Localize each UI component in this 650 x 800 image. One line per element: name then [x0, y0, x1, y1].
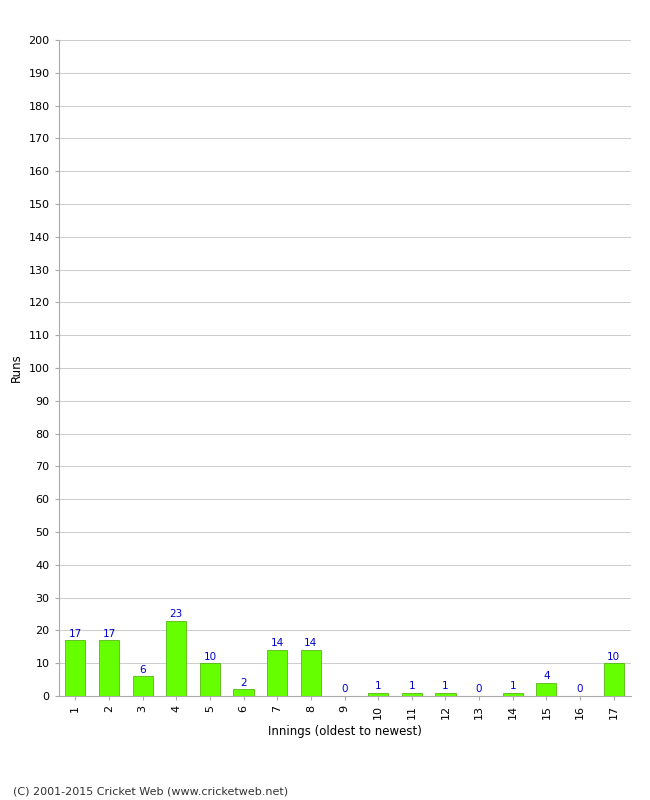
Bar — [200, 663, 220, 696]
Text: 6: 6 — [139, 665, 146, 674]
Text: 1: 1 — [408, 681, 415, 691]
Text: 23: 23 — [170, 609, 183, 619]
Text: 17: 17 — [69, 629, 82, 638]
Text: 10: 10 — [203, 651, 216, 662]
Text: 10: 10 — [607, 651, 620, 662]
Bar — [301, 650, 321, 696]
Bar — [436, 693, 456, 696]
Text: (C) 2001-2015 Cricket Web (www.cricketweb.net): (C) 2001-2015 Cricket Web (www.cricketwe… — [13, 786, 288, 796]
Text: 4: 4 — [543, 671, 550, 682]
Bar — [233, 690, 254, 696]
Y-axis label: Runs: Runs — [10, 354, 23, 382]
Bar — [368, 693, 388, 696]
Bar — [65, 640, 85, 696]
Bar — [267, 650, 287, 696]
Text: 1: 1 — [442, 681, 448, 691]
Bar — [502, 693, 523, 696]
Bar — [99, 640, 119, 696]
Bar — [166, 621, 187, 696]
Bar — [536, 683, 556, 696]
X-axis label: Innings (oldest to newest): Innings (oldest to newest) — [268, 725, 421, 738]
Text: 17: 17 — [102, 629, 116, 638]
Text: 1: 1 — [375, 681, 382, 691]
Text: 1: 1 — [510, 681, 516, 691]
Text: 0: 0 — [577, 684, 583, 694]
Text: 14: 14 — [304, 638, 317, 649]
Bar — [604, 663, 624, 696]
Text: 0: 0 — [476, 684, 482, 694]
Text: 2: 2 — [240, 678, 247, 688]
Text: 14: 14 — [270, 638, 284, 649]
Bar — [133, 676, 153, 696]
Bar — [402, 693, 422, 696]
Text: 0: 0 — [341, 684, 348, 694]
